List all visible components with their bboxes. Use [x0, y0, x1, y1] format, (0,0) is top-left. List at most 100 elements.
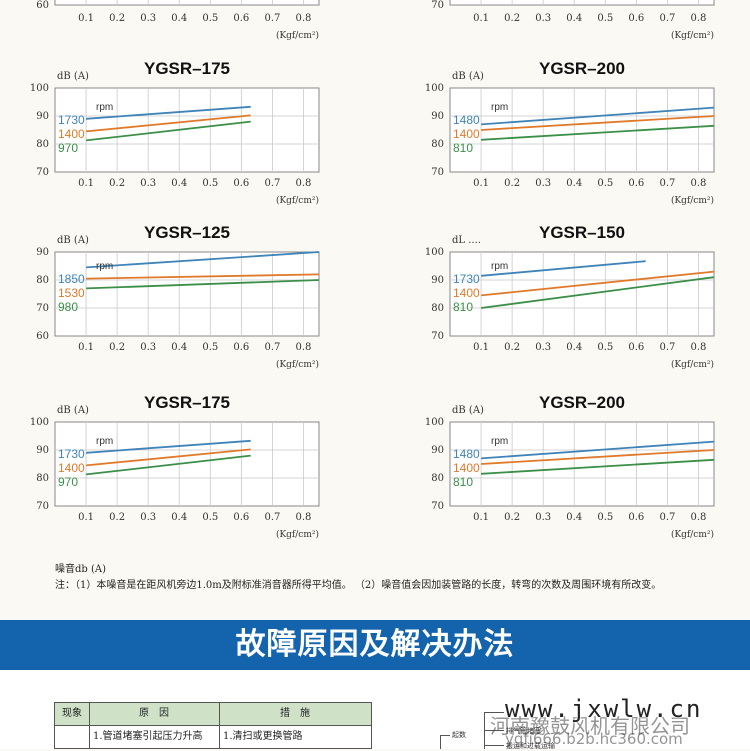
chart-3-x-tick: 0.5	[202, 342, 218, 353]
chart-4-y-tick: 70	[431, 331, 444, 342]
chart-5-legend-970: 970	[58, 475, 78, 489]
diagram-connector	[484, 730, 504, 731]
chart-4-x-tick: 0.2	[504, 342, 520, 353]
partial-left-x-tick: 0.7	[264, 13, 280, 24]
chart-1-legend-1400: 1400	[58, 127, 85, 141]
chart-3-legend-title: rpm	[96, 261, 113, 272]
chart-6-series-1400	[481, 449, 715, 465]
chart-1-x-tick: 0.1	[78, 178, 94, 189]
table-header-phenomenon: 现象	[62, 708, 82, 719]
chart-4-x-tick: 0.1	[473, 342, 489, 353]
chart-5-x-tick: 0.1	[78, 512, 94, 523]
chart-6-x-tick: 0.2	[504, 512, 520, 523]
chart-6-x-tick: 0.5	[597, 512, 613, 523]
partial-right-y-tick: 70	[431, 0, 444, 11]
chart-4-x-tick: 0.4	[566, 342, 582, 353]
chart-6-legend-title: rpm	[491, 436, 508, 447]
chart-2-series-1480	[481, 106, 715, 126]
notes-heading: 噪音db (A)	[55, 564, 107, 575]
chart-3-x-tick: 0.3	[140, 342, 156, 353]
chart-4-x-tick: 0.8	[691, 342, 707, 353]
chart-3-y-tick: 70	[36, 303, 49, 314]
chart-6-x-tick: 0.8	[691, 512, 707, 523]
table-header	[55, 703, 371, 726]
chart-4-series-810	[480, 276, 715, 309]
diagram-label-start: 起数	[452, 731, 466, 739]
chart-6-legend-1480: 1480	[453, 447, 480, 461]
chart-1-legend-1730: 1730	[58, 113, 85, 127]
partial-right-plot-area	[449, 0, 715, 6]
table-header-measure: 措 施	[280, 708, 310, 719]
partial-left-plot-area	[54, 0, 320, 6]
chart-2-x-tick: 0.4	[566, 178, 582, 189]
chart-1-x-tick: 0.4	[171, 178, 187, 189]
partial-right-x-tick: 0.4	[566, 13, 582, 24]
chart-5-y-tick: 70	[36, 501, 49, 512]
chart-1-x-tick: 0.6	[233, 178, 249, 189]
chart-5-series-1730	[86, 439, 251, 454]
chart-3-legend-1530: 1530	[58, 286, 85, 300]
chart-5-legend-1730: 1730	[58, 447, 85, 461]
table-divider	[219, 703, 220, 748]
chart-2-x-tick: 0.3	[535, 178, 551, 189]
table-cell-cause-1: 1.管道堵塞引起压力升高	[93, 731, 203, 742]
chart-1-title: YGSR–175	[144, 59, 230, 78]
chart-5-legend-title: rpm	[96, 436, 113, 447]
diagram-connector	[440, 735, 441, 749]
chart-2-legend-title: rpm	[491, 102, 508, 113]
chart-3-x-tick: 0.6	[233, 342, 249, 353]
partial-left-x-tick: 0.5	[202, 13, 218, 24]
chart-5-x-tick: 0.5	[202, 512, 218, 523]
chart-1-ylabel: dB (A)	[57, 71, 89, 82]
chart-1-series-970	[85, 120, 251, 142]
chart-4-x-tick: 0.6	[628, 342, 644, 353]
chart-1-x-tick: 0.8	[296, 178, 312, 189]
chart-1-y-tick: 100	[30, 83, 49, 94]
section-banner-title: 故障原因及解决办法	[235, 627, 515, 662]
chart-2-x-tick: 0.2	[504, 178, 520, 189]
chart-1-xlabel: (Kgf/cm²)	[276, 195, 319, 206]
partial-right-x-tick: 0.1	[473, 13, 489, 24]
chart-3-x-tick: 0.8	[296, 342, 312, 353]
chart-6-x-tick: 0.6	[628, 512, 644, 523]
chart-5-y-tick: 80	[36, 473, 49, 484]
chart-1-y-tick: 70	[36, 167, 49, 178]
chart-2-y-tick: 90	[431, 111, 444, 122]
chart-4-y-tick: 90	[431, 275, 444, 286]
chart-5-legend-1400: 1400	[58, 461, 85, 475]
partial-right-x-tick: 0.2	[504, 13, 520, 24]
chart-2-series-810	[481, 124, 715, 141]
chart-1-x-tick: 0.5	[202, 178, 218, 189]
chart-1-x-tick: 0.2	[109, 178, 125, 189]
chart-3-plot-area	[54, 251, 320, 337]
chart-6-xlabel: (Kgf/cm²)	[671, 529, 714, 540]
chart-4-legend-1400: 1400	[453, 286, 480, 300]
chart-2-x-tick: 0.6	[628, 178, 644, 189]
chart-3-y-tick: 80	[36, 275, 49, 286]
chart-2-ylabel: dB (A)	[452, 71, 484, 82]
chart-1-y-tick: 80	[36, 139, 49, 150]
chart-1-x-tick: 0.3	[140, 178, 156, 189]
chart-5-x-tick: 0.6	[233, 512, 249, 523]
chart-4-x-tick: 0.3	[535, 342, 551, 353]
chart-6-x-tick: 0.1	[473, 512, 489, 523]
chart-2-x-tick: 0.1	[473, 178, 489, 189]
chart-3-legend-1850: 1850	[58, 272, 85, 286]
chart-3-xlabel: (Kgf/cm²)	[276, 359, 319, 370]
chart-6-series-810	[481, 458, 715, 475]
chart-5-y-tick: 90	[36, 445, 49, 456]
chart-6-legend-810: 810	[453, 475, 473, 489]
chart-6-title: YGSR–200	[539, 393, 625, 412]
partial-right-x-tick: 0.6	[628, 13, 644, 24]
chart-2-legend-810: 810	[453, 141, 473, 155]
partial-left-x-tick: 0.4	[171, 13, 187, 24]
chart-6-y-tick: 80	[431, 473, 444, 484]
partial-left-xlabel: (Kgf/cm²)	[276, 30, 319, 41]
partial-right-xlabel: (Kgf/cm²)	[671, 30, 714, 41]
chart-3-series-1850	[86, 251, 320, 269]
chart-3-ylabel: dB (A)	[57, 235, 89, 246]
chart-5-x-tick: 0.3	[140, 512, 156, 523]
chart-5-ylabel: dB (A)	[57, 405, 89, 416]
partial-left-x-tick: 0.1	[78, 13, 94, 24]
